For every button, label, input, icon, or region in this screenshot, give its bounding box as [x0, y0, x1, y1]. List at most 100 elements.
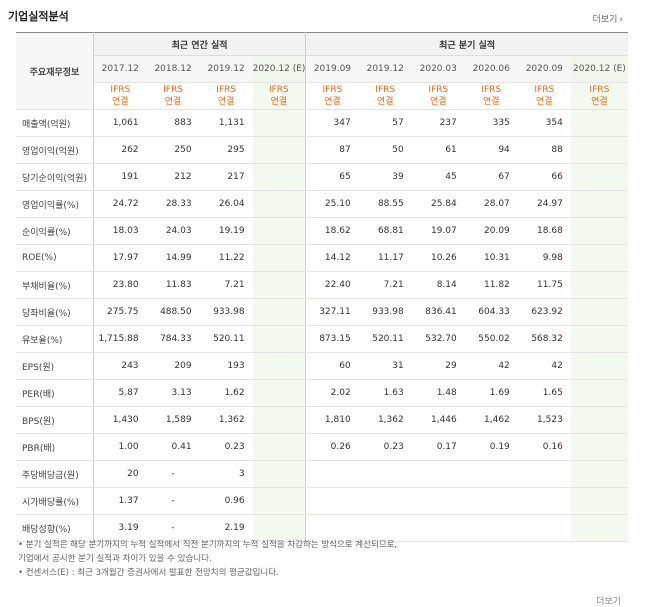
table-cell	[358, 514, 412, 542]
table-cell: 488.50	[146, 298, 200, 326]
table-cell: 18.03	[93, 217, 147, 245]
table-cell: 1.65	[517, 379, 571, 407]
row-label: 당좌비율(%)	[16, 298, 95, 326]
table-cell: 39	[358, 163, 412, 191]
table-cell	[517, 514, 571, 542]
footnotes: • 분기 실적은 해당 분기까지의 누적 실적에서 직전 분기까지의 누적 실적…	[18, 538, 397, 580]
table-cell: 1,446	[411, 406, 465, 434]
row-label: 유보율(%)	[16, 325, 95, 353]
table-cell: 29	[411, 352, 465, 380]
table-cell	[570, 352, 628, 380]
table-cell: 50	[358, 136, 412, 164]
table-row: 영업이익률(%) 24.72 28.33 26.04 25.10 88.55 25.84 28…	[16, 190, 628, 218]
table-cell: 94	[464, 136, 518, 164]
footer-more-link[interactable]: 더보기	[596, 597, 621, 607]
table-cell: 933.98	[199, 298, 253, 326]
period-header: 2019.09	[305, 55, 359, 83]
table-cell: 568.32	[517, 325, 571, 353]
table-cell: 11.82	[464, 271, 518, 299]
table-cell	[252, 163, 306, 191]
table-cell: 243	[93, 352, 147, 380]
ifrs-top: IFRS	[268, 85, 289, 95]
row-label: BPS(원)	[16, 406, 95, 434]
footnote-2: 기업에서 공시한 분기 실적과 차이가 있을 수 있습니다.	[18, 554, 212, 564]
table-cell: 347	[305, 109, 359, 137]
ifrs-label: IFRS 연결	[146, 82, 200, 110]
ifrs-top: IFRS	[216, 85, 236, 95]
row-label: PER(배)	[16, 379, 95, 407]
table-cell: 11.83	[146, 271, 200, 299]
table-cell: 24.03	[146, 217, 200, 245]
table-cell: 18.68	[517, 217, 571, 245]
ifrs-label: IFRS 연결	[93, 82, 147, 110]
table-cell: 3.19	[93, 514, 147, 542]
table-cell: 26.04	[199, 190, 253, 218]
table-cell	[358, 460, 412, 488]
table-cell	[252, 136, 306, 164]
table-cell: 11.17	[358, 244, 412, 272]
table-row: PER(배) 5.87 3.13 1.62 2.02 1.63 1.48 1.69 1.65	[16, 379, 628, 407]
table-cell: 10.31	[464, 244, 518, 272]
table-row: 시가배당률(%) 1.37-0.96	[16, 487, 628, 515]
table-cell: 1.00	[93, 433, 147, 461]
ifrs-label: IFRS 연결	[411, 82, 465, 110]
table-cell: 883	[146, 109, 200, 137]
table-cell: 14.99	[146, 244, 200, 272]
table-cell	[252, 190, 306, 218]
row-label: 매출액(억원)	[16, 109, 95, 137]
ifrs-top: IFRS	[163, 85, 183, 95]
table-cell: 28.07	[464, 190, 518, 218]
ifrs-label: IFRS 연결	[358, 82, 412, 110]
table-cell: 1.37	[93, 487, 147, 515]
table-cell	[305, 487, 359, 515]
table-cell: 1.48	[411, 379, 465, 407]
table-cell: 7.21	[199, 271, 253, 299]
period-header: 2020.12 (E)	[570, 55, 628, 83]
table-cell: 1.62	[199, 379, 253, 407]
table-cell: 42	[517, 352, 571, 380]
table-cell	[252, 433, 306, 461]
table-cell	[252, 379, 306, 407]
table-cell: 873.15	[305, 325, 359, 353]
ifrs-top: IFRS	[110, 85, 131, 95]
period-header: 2018.12	[146, 55, 200, 83]
period-header: 2020.12 (E)	[252, 55, 306, 83]
table-cell: 1,715.88	[93, 325, 147, 353]
table-cell: 24.97	[517, 190, 571, 218]
row-label: ROE(%)	[16, 244, 95, 272]
period-header: 2019.12	[358, 55, 412, 83]
table-cell: 88.55	[358, 190, 412, 218]
table-cell	[570, 244, 628, 272]
table-cell: 0.19	[464, 433, 518, 461]
table-cell	[464, 487, 518, 515]
table-cell: 275.75	[93, 298, 147, 326]
table-cell: 42	[464, 352, 518, 380]
ifrs-bottom: 연결	[112, 97, 129, 107]
period-header: 2020.03	[411, 55, 465, 83]
table-cell	[570, 217, 628, 245]
table-cell	[517, 460, 571, 488]
table-cell	[570, 433, 628, 461]
table-cell	[252, 271, 306, 299]
ifrs-top: IFRS	[534, 85, 555, 95]
table-cell: 1,362	[199, 406, 253, 434]
table-cell	[570, 487, 628, 515]
table-cell: 1,462	[464, 406, 518, 434]
chevron-right-icon: ›	[619, 15, 623, 25]
ifrs-bottom: 연결	[482, 97, 500, 107]
ifrs-label: IFRS 연결	[570, 82, 628, 110]
table-cell	[358, 487, 412, 515]
table-cell	[570, 190, 628, 218]
row-label: 영업이익률(%)	[16, 190, 95, 218]
table-cell: 1.69	[464, 379, 518, 407]
table-cell: 0.23	[358, 433, 412, 461]
period-header: 2020.06	[464, 55, 518, 83]
row-label: 주당배당금(원)	[16, 460, 95, 488]
table-cell: 8.14	[411, 271, 465, 299]
row-label: 순이익률(%)	[16, 217, 95, 245]
more-link[interactable]: 더보기 ›	[593, 12, 623, 25]
table-cell	[252, 514, 306, 542]
footnote-1: • 분기 실적은 해당 분기까지의 누적 실적에서 직전 분기까지의 누적 실적…	[18, 540, 398, 550]
table-cell: 2.02	[305, 379, 359, 407]
table-cell: 0.23	[199, 433, 253, 461]
